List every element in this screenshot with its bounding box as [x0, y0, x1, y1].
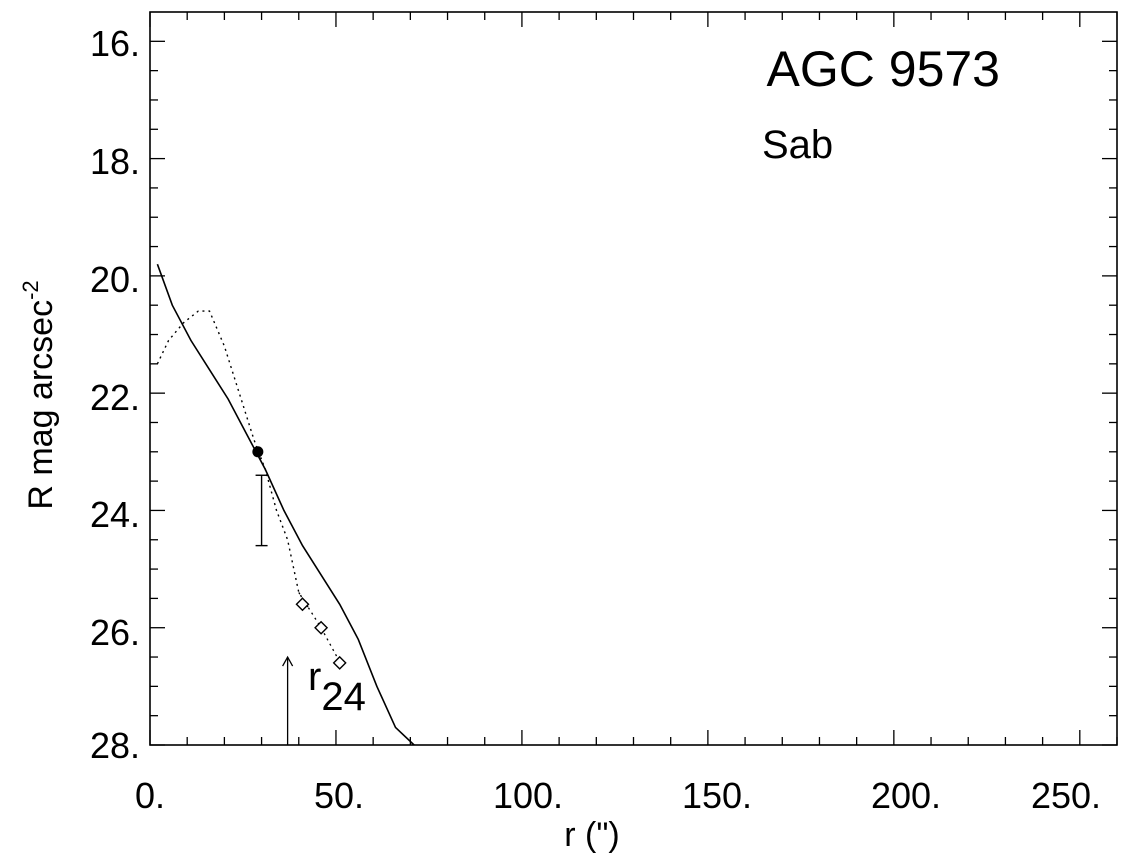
x-tick-label-50: 50.	[314, 775, 364, 816]
y-tick-label-20: 20.	[90, 259, 140, 300]
profile-line-dotted	[156, 310, 311, 611]
x-tick-label-250: 250.	[1031, 775, 1101, 816]
y-tick-label-18: 18.	[90, 141, 140, 182]
series-lines	[156, 263, 415, 746]
y-tick-label-22: 22.	[90, 377, 140, 418]
y-axis-title-main: R mag arcsec	[22, 300, 60, 510]
y-axis-title: R mag arcsec-2	[18, 280, 60, 509]
axis-ticks	[149, 12, 1118, 746]
x-tick-label-150: 150.	[682, 775, 752, 816]
y-tick-label-26: 26.	[90, 612, 140, 653]
profile-line-solid	[156, 263, 415, 746]
plot-frame	[149, 11, 1118, 746]
x-tick-label-100: 100.	[493, 775, 563, 816]
plot-area	[149, 11, 1118, 746]
open-diamond-point	[295, 597, 310, 612]
galaxy-id-label: AGC 9573	[767, 41, 1000, 97]
y-tick-label-24: 24.	[90, 494, 140, 535]
r24-label-main: r	[308, 655, 321, 699]
open-diamond-point	[332, 655, 347, 670]
r24-arrow-head	[282, 655, 294, 667]
y-tick-label-16: 16.	[90, 23, 140, 64]
r24-label-subscript: 24	[321, 675, 366, 719]
r24-label: r24	[308, 655, 366, 719]
y-tick-label-28: 28.	[90, 725, 140, 766]
x-axis-title: r (")	[564, 816, 619, 854]
x-tick-label-0: 0.	[135, 775, 165, 816]
open-diamond-point	[314, 620, 329, 635]
annotations	[252, 446, 347, 745]
filled-point	[252, 446, 264, 458]
x-tick-label-200: 200.	[871, 775, 941, 816]
y-axis-title-superscript: -2	[18, 280, 43, 300]
morph-type-label: Sab	[762, 123, 833, 167]
